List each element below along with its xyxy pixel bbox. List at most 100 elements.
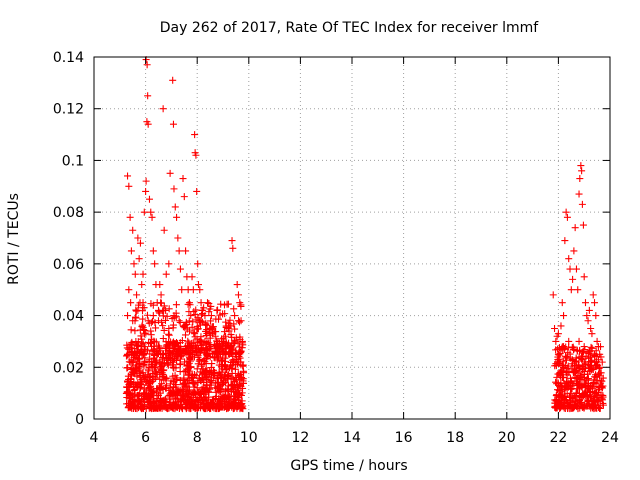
data-point (567, 397, 575, 405)
data-point (147, 327, 155, 335)
data-point (578, 403, 586, 411)
data-point (206, 353, 214, 361)
data-point (162, 385, 170, 393)
data-point (220, 379, 228, 387)
data-point (215, 400, 223, 408)
data-point (173, 213, 181, 221)
data-point (137, 398, 145, 406)
data-point (565, 255, 573, 263)
data-point (206, 343, 214, 351)
data-point (232, 350, 240, 358)
data-point (191, 330, 199, 338)
data-point (234, 339, 242, 347)
data-point (185, 386, 193, 394)
data-point (595, 370, 603, 378)
data-point (139, 299, 147, 307)
data-point (162, 375, 170, 383)
data-point (212, 349, 220, 357)
data-point (574, 286, 582, 294)
data-point (180, 193, 188, 201)
data-point (188, 374, 196, 382)
data-point (562, 356, 570, 364)
data-point (217, 300, 225, 308)
data-point (147, 372, 155, 380)
y-tick-label: 0.04 (53, 309, 84, 325)
data-point (211, 348, 219, 356)
data-point (162, 344, 170, 352)
data-point (571, 373, 579, 381)
data-point (197, 311, 205, 319)
data-point (145, 195, 153, 203)
data-point (136, 239, 144, 247)
data-point (226, 364, 234, 372)
data-point (563, 390, 571, 398)
data-point (138, 405, 146, 413)
y-tick-label: 0 (75, 412, 84, 428)
data-point (197, 345, 205, 353)
data-point (239, 384, 247, 392)
x-axis-title: GPS time / hours (290, 458, 407, 474)
data-point (554, 370, 562, 378)
data-point (585, 397, 593, 405)
data-point (135, 255, 143, 263)
data-point (598, 358, 606, 366)
data-point (567, 377, 575, 385)
data-point (157, 402, 165, 410)
data-point (229, 375, 237, 383)
data-point (155, 317, 162, 325)
data-point (162, 398, 170, 406)
data-point (554, 330, 562, 338)
data-point (172, 383, 180, 391)
data-point (204, 402, 212, 410)
data-point (192, 151, 200, 159)
data-point (201, 312, 209, 320)
data-point (558, 299, 566, 307)
data-point (239, 367, 247, 375)
data-point (196, 286, 204, 294)
data-point (132, 361, 140, 369)
data-point (149, 312, 157, 320)
data-point (181, 387, 189, 395)
data-point (150, 337, 158, 345)
data-point (185, 343, 193, 351)
y-axis-title: ROTI / TECUs (6, 193, 22, 285)
data-point (127, 340, 135, 348)
y-tick-label: 0.08 (53, 205, 84, 221)
data-point (207, 312, 215, 320)
data-point (585, 348, 593, 356)
data-point (596, 363, 604, 371)
data-point (176, 376, 184, 384)
data-point (134, 306, 142, 314)
data-point (150, 354, 158, 362)
data-point (210, 402, 218, 410)
data-point (575, 362, 583, 370)
data-point (202, 360, 210, 368)
data-point (190, 308, 198, 316)
data-point (231, 325, 239, 333)
data-point (575, 190, 583, 198)
data-point (189, 318, 197, 326)
data-point (217, 357, 225, 365)
data-point (194, 281, 202, 289)
data-point (129, 226, 137, 234)
data-point (146, 393, 154, 401)
data-point (152, 324, 160, 332)
data-point (231, 392, 239, 400)
data-point (142, 187, 150, 195)
x-tick-label: 12 (291, 430, 309, 446)
chart-title: Day 262 of 2017, Rate Of TEC Index for r… (160, 20, 540, 36)
data-point (189, 389, 197, 397)
data-point (190, 388, 198, 396)
data-point (134, 234, 142, 242)
data-point (565, 337, 573, 345)
data-point (216, 396, 224, 404)
data-point (200, 395, 208, 403)
data-point (169, 361, 177, 369)
data-point (552, 378, 560, 386)
data-point (559, 361, 567, 369)
data-point (205, 349, 213, 357)
data-point (148, 213, 156, 221)
data-point (170, 401, 178, 409)
data-point (234, 358, 242, 366)
data-point (581, 380, 589, 388)
